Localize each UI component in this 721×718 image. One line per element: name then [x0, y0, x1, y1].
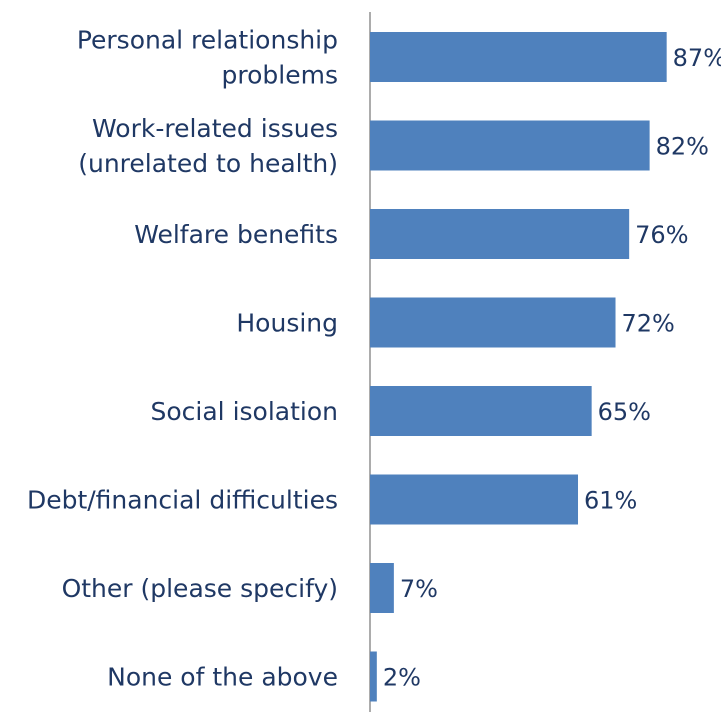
category-label-1-line-1: (unrelated to health) — [78, 149, 338, 178]
bar-1 — [370, 120, 650, 171]
value-label-1: 82% — [656, 133, 709, 161]
category-label-6-line-0: Other (please specify) — [62, 574, 338, 603]
bar-4 — [370, 386, 592, 436]
value-label-0: 87% — [673, 44, 721, 72]
bar-0 — [370, 32, 667, 82]
value-label-7: 2% — [383, 664, 421, 692]
bar-7 — [370, 651, 377, 702]
category-label-7-line-0: None of the above — [107, 663, 338, 692]
bar-3 — [370, 297, 616, 348]
value-label-2: 76% — [635, 221, 688, 249]
bar-2 — [370, 209, 630, 259]
value-label-5: 61% — [584, 487, 637, 515]
bars — [370, 32, 667, 702]
category-label-0-line-1: problems — [222, 61, 338, 90]
value-labels: 87% 82% 76% 72% 65% 61% 7% 2% — [383, 44, 721, 692]
value-label-3: 72% — [622, 310, 675, 338]
category-label-3-line-0: Housing — [236, 309, 338, 338]
category-labels: Personal relationship problems Work-relate… — [27, 26, 338, 692]
value-label-6: 7% — [400, 575, 438, 603]
category-label-4-line-0: Social isolation — [151, 397, 339, 426]
category-label-5-line-0: Debt/financial difficulties — [27, 486, 338, 515]
bar-6 — [370, 563, 394, 613]
value-label-4: 65% — [598, 398, 651, 426]
category-label-0-line-0: Personal relationship — [77, 26, 338, 55]
category-label-2-line-0: Welfare benefits — [134, 220, 338, 249]
category-label-1-line-0: Work-related issues — [92, 114, 338, 143]
bar-5 — [370, 474, 579, 525]
